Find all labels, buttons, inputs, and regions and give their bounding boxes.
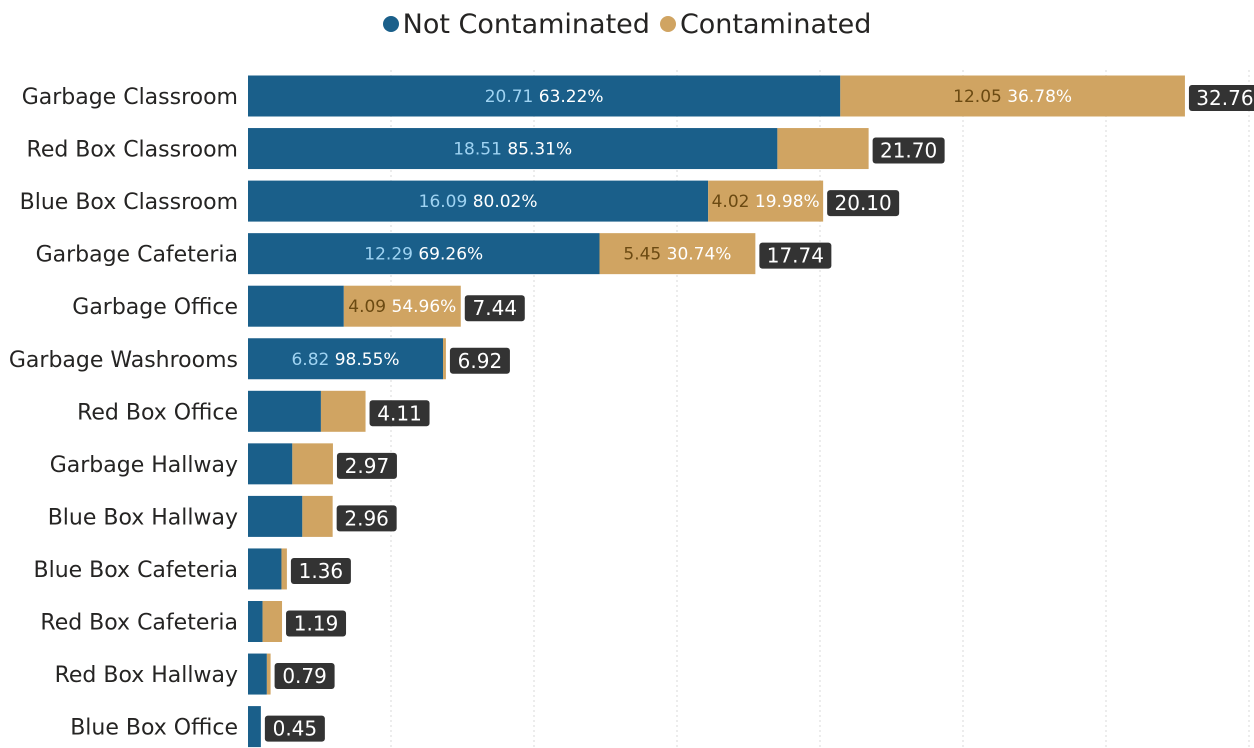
- bar-not-contaminated: [248, 706, 261, 748]
- bar-contaminated: [262, 601, 283, 642]
- legend-dot-not-contaminated-icon: [382, 16, 399, 32]
- category-label: Blue Box Office: [70, 716, 238, 741]
- category-label: Red Box Hallway: [55, 663, 238, 688]
- category-label: Blue Box Hallway: [48, 505, 238, 530]
- category-label: Red Box Classroom: [27, 138, 238, 163]
- category-label: Red Box Office: [77, 400, 238, 425]
- category-label: Blue Box Classroom: [20, 190, 238, 215]
- bar-not-contaminated: [248, 495, 303, 537]
- bar-contaminated: [281, 548, 287, 590]
- total-badge: [449, 347, 510, 374]
- legend-label-not-contaminated: Not Contaminated: [402, 8, 650, 40]
- total-label: 20.10: [835, 191, 892, 215]
- total-badge: [286, 610, 347, 637]
- bar-not-contaminated: [248, 338, 444, 380]
- total-label: 17.74: [767, 244, 824, 268]
- data-label-not-contaminated: 18.51 85.31%: [453, 140, 572, 160]
- bar-not-contaminated: [248, 75, 841, 117]
- category-label: Garbage Office: [72, 295, 238, 320]
- total-label: 0.45: [273, 717, 318, 741]
- bar-contaminated: [840, 75, 1185, 117]
- total-badge: [827, 190, 900, 217]
- total-badge: [872, 137, 945, 164]
- total-label: 6.92: [458, 349, 503, 373]
- total-label: 2.96: [344, 506, 389, 530]
- bar-contaminated: [777, 128, 869, 170]
- total-badge: [759, 242, 832, 269]
- bar-not-contaminated: [248, 128, 778, 170]
- bar-not-contaminated: [248, 285, 344, 327]
- total-badge: [264, 715, 325, 742]
- data-label-contaminated: 4.02 19.98%: [712, 192, 820, 212]
- total-badge: [274, 663, 335, 690]
- category-label: Garbage Washrooms: [9, 348, 238, 373]
- total-badge: [1188, 85, 1254, 111]
- total-badge: [336, 505, 397, 532]
- bar-not-contaminated: [248, 443, 293, 485]
- total-label: 4.11: [377, 401, 422, 425]
- bar-contaminated: [443, 338, 446, 380]
- bar-contaminated: [343, 285, 461, 327]
- total-badge: [369, 400, 430, 427]
- data-label-contaminated: 12.05 36.78%: [953, 87, 1072, 107]
- total-label: 2.97: [345, 454, 390, 478]
- category-label: Blue Box Cafeteria: [34, 558, 239, 583]
- total-label: 21.70: [880, 139, 937, 163]
- legend-label-contaminated: Contaminated: [679, 8, 872, 40]
- total-label: 1.19: [294, 612, 339, 636]
- bar-contaminated: [292, 443, 333, 485]
- legend-dot-contaminated-icon: [659, 16, 676, 32]
- bar-not-contaminated: [248, 390, 321, 432]
- total-label: 7.44: [473, 296, 518, 320]
- data-label-not-contaminated: 16.09 80.02%: [419, 192, 538, 212]
- category-label: Garbage Hallway: [50, 453, 238, 478]
- total-label: 0.79: [282, 664, 327, 688]
- total-label: 32.76: [1196, 86, 1253, 110]
- category-label: Red Box Cafeteria: [40, 611, 238, 636]
- bar-not-contaminated: [248, 653, 267, 695]
- legend-item-not-contaminated[interactable]: Not Contaminated: [382, 8, 650, 40]
- bar-not-contaminated: [248, 180, 709, 222]
- bar-contaminated: [320, 390, 366, 432]
- bar-not-contaminated: [248, 233, 600, 275]
- bar-not-contaminated: [248, 548, 282, 590]
- bar-contaminated: [599, 233, 756, 275]
- total-badge: [336, 452, 397, 479]
- data-label-contaminated: 5.45 30.74%: [623, 245, 731, 265]
- data-label-not-contaminated: 6.82 98.55%: [291, 350, 399, 370]
- bar-contaminated: [302, 495, 333, 537]
- category-label: Garbage Cafeteria: [36, 243, 238, 268]
- legend-item-contaminated[interactable]: Contaminated: [659, 8, 872, 40]
- data-label-not-contaminated: 12.29 69.26%: [364, 245, 483, 265]
- total-label: 1.36: [299, 559, 344, 583]
- bar-contaminated: [266, 653, 271, 695]
- data-label-not-contaminated: 20.71 63.22%: [485, 87, 604, 107]
- category-label: Garbage Classroom: [22, 85, 238, 110]
- total-badge: [464, 295, 525, 322]
- data-label-contaminated: 4.09 54.96%: [348, 297, 456, 317]
- bar-not-contaminated: [248, 601, 263, 642]
- total-badge: [290, 557, 351, 584]
- bar-contaminated: [708, 180, 824, 222]
- chart-legend: Not Contaminated Contaminated: [0, 6, 1254, 42]
